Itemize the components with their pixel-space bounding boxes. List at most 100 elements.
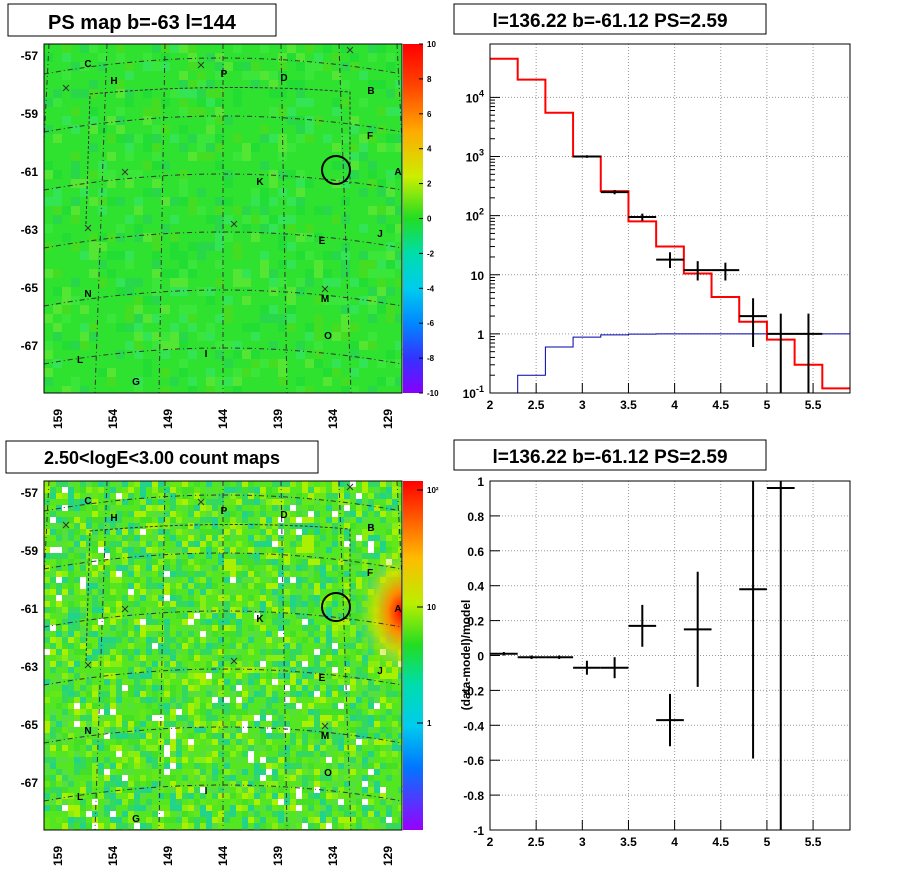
map-pixel — [242, 62, 251, 71]
map-pixel — [134, 577, 140, 583]
map-pixel — [182, 715, 188, 721]
source-cross-marker — [346, 46, 354, 54]
map-pixel — [179, 80, 188, 89]
map-pixel — [158, 655, 164, 661]
map-pixel — [224, 296, 233, 305]
map-pixel — [224, 511, 230, 517]
map-pixel — [248, 481, 254, 487]
map-pixel — [134, 793, 140, 799]
map-pixel — [302, 691, 308, 697]
map-pixel — [296, 505, 302, 511]
map-pixel — [248, 571, 254, 577]
map-pixel — [320, 529, 326, 535]
map-pixel — [386, 679, 392, 685]
x-tick-label: 139 — [271, 409, 285, 429]
map-pixel — [152, 709, 158, 715]
map-pixel — [368, 787, 374, 793]
map-pixel — [80, 547, 86, 553]
map-pixel — [230, 583, 236, 589]
map-pixel — [62, 799, 68, 805]
map-pixel — [122, 769, 128, 775]
map-pixel — [386, 517, 392, 523]
map-pixel — [212, 793, 218, 799]
map-pixel — [314, 350, 323, 359]
map-pixel — [179, 341, 188, 350]
map-pixel — [98, 691, 104, 697]
map-pixel — [395, 260, 402, 269]
map-pixel — [386, 143, 395, 152]
map-pixel — [395, 233, 402, 242]
map-pixel — [62, 625, 68, 631]
map-pixel — [284, 643, 290, 649]
map-pixel — [269, 269, 278, 278]
map-pixel — [212, 607, 218, 613]
map-pixel — [212, 733, 218, 739]
map-pixel — [272, 637, 278, 643]
map-pixel — [146, 523, 152, 529]
map-pixel — [284, 583, 290, 589]
map-pixel — [278, 547, 284, 553]
map-pixel — [116, 775, 122, 781]
map-pixel — [188, 793, 194, 799]
map-pixel — [188, 745, 194, 751]
map-pixel — [272, 721, 278, 727]
source-cross-marker — [62, 521, 70, 529]
map-pixel — [62, 577, 68, 583]
map-pixel — [161, 98, 170, 107]
map-pixel — [332, 535, 338, 541]
map-pixel — [92, 781, 98, 787]
map-pixel — [158, 511, 164, 517]
map-pixel — [302, 817, 308, 823]
map-pixel — [50, 739, 56, 745]
map-pixel — [170, 781, 176, 787]
map-pixel — [344, 571, 350, 577]
map-pixel — [386, 523, 392, 529]
map-pixel — [368, 125, 377, 134]
map-pixel — [230, 667, 236, 673]
map-pixel — [110, 547, 116, 553]
map-pixel — [170, 505, 176, 511]
x-tick-label: 129 — [381, 409, 395, 429]
map-pixel — [296, 197, 305, 206]
map-pixel — [302, 679, 308, 685]
map-pixel — [320, 697, 326, 703]
map-pixel — [50, 547, 56, 553]
source-cross-marker — [121, 605, 129, 613]
map-pixel — [110, 529, 116, 535]
map-pixel — [158, 805, 164, 811]
map-pixel — [386, 197, 395, 206]
map-pixel — [308, 607, 314, 613]
longitude-line — [280, 44, 288, 393]
map-pixel — [152, 233, 161, 242]
map-pixel — [278, 517, 284, 523]
map-pixel — [164, 553, 170, 559]
map-pixel — [308, 739, 314, 745]
map-pixel — [188, 739, 194, 745]
map-pixel — [254, 499, 260, 505]
map-pixel — [338, 817, 344, 823]
map-pixel — [338, 727, 344, 733]
map-pixel — [56, 535, 62, 541]
map-pixel — [71, 62, 80, 71]
map-pixel — [200, 493, 206, 499]
map-pixel — [116, 53, 125, 62]
map-pixel — [206, 793, 212, 799]
map-pixel — [158, 793, 164, 799]
map-pixel — [392, 481, 398, 487]
map-pixel — [260, 269, 269, 278]
map-pixel — [326, 649, 332, 655]
latitude-line — [44, 726, 402, 744]
map-pixel — [320, 487, 326, 493]
map-pixel — [296, 80, 305, 89]
map-pixel — [308, 787, 314, 793]
source-label: M — [321, 731, 329, 742]
map-pixel — [290, 649, 296, 655]
map-pixel — [254, 679, 260, 685]
map-pixel — [176, 571, 182, 577]
map-pixel — [368, 715, 374, 721]
map-pixel — [179, 305, 188, 314]
map-pixel — [56, 805, 62, 811]
map-pixel — [80, 481, 86, 487]
map-pixel — [278, 619, 284, 625]
